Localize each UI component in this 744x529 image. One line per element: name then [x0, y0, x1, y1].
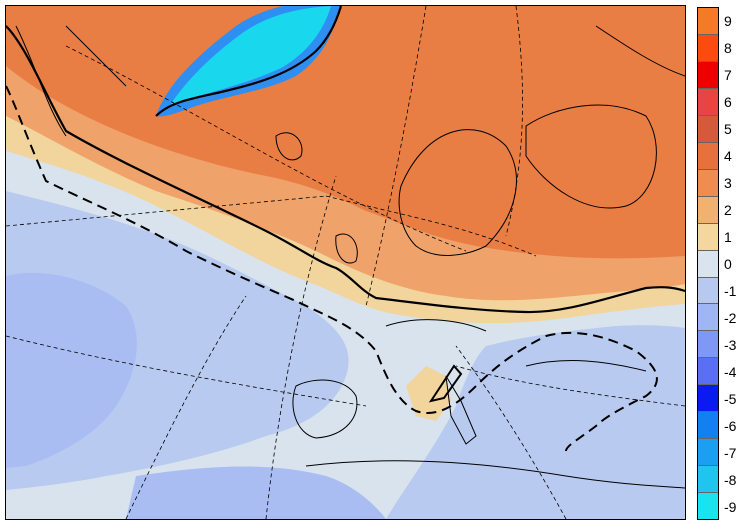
colorbar-tick-label: -8 [724, 471, 737, 488]
anomaly-map [6, 6, 685, 519]
colorbar-tick-labels: 9 8 7 6 5 4 3 2 1 0 -1 -2 -3 -4 -5 -6 -7 -8 -9 [724, 7, 744, 520]
colorbar-swatch [698, 304, 718, 332]
colorbar-tick-label: -7 [724, 444, 737, 461]
colorbar-tick-label: -9 [724, 498, 737, 515]
colorbar-tick-label: 5 [724, 120, 732, 137]
contour-cold-core [155, 6, 343, 117]
contour-negative [6, 85, 658, 452]
colorbar-swatch [698, 34, 718, 62]
colorbar-swatch [698, 250, 718, 278]
colorbar-swatch [698, 88, 718, 116]
colorbar-swatch [698, 142, 718, 170]
colorbar-tick-label: 6 [724, 93, 732, 110]
colorbar-swatch [698, 412, 718, 440]
colorbar-tick-label: -5 [724, 390, 737, 407]
colorbar-swatch [698, 277, 718, 305]
coastlines [15, 25, 685, 489]
colorbar-swatch [698, 8, 718, 35]
colorbar-tick-label: -2 [724, 309, 737, 326]
colorbar-tick-label: 4 [724, 147, 732, 164]
contour-zero [6, 25, 685, 314]
colorbar-swatch [698, 385, 718, 413]
warm-inset [406, 366, 451, 421]
colorbar-tick-label: 7 [724, 66, 732, 83]
graticule [6, 6, 685, 519]
colorbar-swatch [698, 358, 718, 386]
colorbar-swatch [698, 331, 718, 359]
cool-field-mid-south [126, 466, 386, 519]
colorbar-swatch [698, 115, 718, 143]
colorbar-swatch [698, 61, 718, 89]
colorbar-swatch [698, 196, 718, 224]
colorbar-tick-label: 1 [724, 228, 732, 245]
colorbar-tick-label: 9 [724, 12, 732, 29]
colorbar-tick-label: -3 [724, 336, 737, 353]
contour-inset [428, 364, 463, 403]
colorbar-swatch [698, 223, 718, 251]
map-panel [5, 5, 686, 520]
colorbar-swatch [698, 169, 718, 197]
colorbar-swatch [698, 493, 718, 520]
colorbar-tick-label: -6 [724, 417, 737, 434]
cold-anomaly-core [171, 6, 331, 104]
colorbar-swatch [698, 439, 718, 467]
colorbar-tick-label: 0 [724, 255, 732, 272]
colorbar-tick-label: 3 [724, 174, 732, 191]
colorbar-tick-label: -1 [724, 282, 737, 299]
colorbar-tick-label: 8 [724, 39, 732, 56]
cool-field-weak-east [386, 325, 685, 519]
cool-field-mid [6, 272, 137, 468]
colorbar [697, 7, 719, 520]
colorbar-tick-label: 2 [724, 201, 732, 218]
colorbar-swatch [698, 466, 718, 494]
colorbar-tick-label: -4 [724, 363, 737, 380]
